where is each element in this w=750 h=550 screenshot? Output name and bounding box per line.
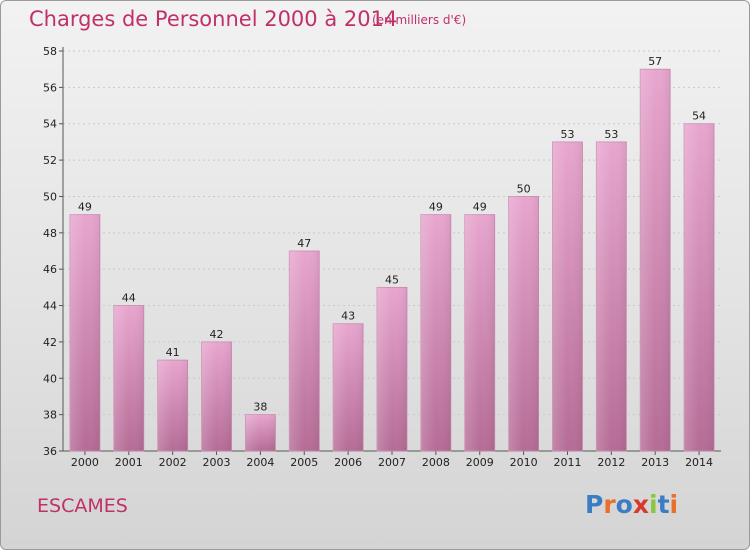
logo-letter: t	[657, 490, 670, 519]
x-tick-label: 2003	[203, 456, 231, 469]
place-name: ESCAMES	[37, 495, 128, 517]
x-tick-label: 2004	[246, 456, 274, 469]
bar-shine	[157, 360, 188, 451]
data-label: 50	[517, 182, 531, 195]
data-label: 47	[297, 237, 311, 250]
y-tick-label: 46	[43, 263, 57, 276]
y-tick-label: 36	[43, 445, 57, 458]
x-tick-label: 2006	[334, 456, 362, 469]
bar-shine	[201, 341, 232, 451]
x-tick-label: 2009	[466, 456, 494, 469]
x-tick-label: 2014	[685, 456, 713, 469]
bar-shine	[69, 214, 100, 451]
bar-shine	[552, 141, 583, 451]
logo-letter: i	[669, 490, 679, 519]
bars	[69, 68, 715, 452]
bar-shine	[245, 414, 276, 451]
logo-letter: P	[585, 490, 604, 519]
bar-shine	[640, 69, 671, 451]
x-tick-label: 2001	[115, 456, 143, 469]
data-label: 44	[122, 292, 136, 305]
x-tick-label: 2012	[597, 456, 625, 469]
bar-shine	[333, 323, 364, 451]
bar-shine	[508, 196, 539, 451]
x-tick-label: 2000	[71, 456, 99, 469]
bar-shine	[684, 123, 715, 452]
x-tick-label: 2013	[641, 456, 669, 469]
data-label: 41	[166, 346, 180, 359]
data-label: 42	[210, 328, 224, 341]
chart-subtitle: (en milliers d'€)	[372, 13, 467, 27]
y-tick-label: 52	[43, 154, 57, 167]
bar-shine	[113, 305, 144, 451]
bar-shine	[420, 214, 451, 451]
y-tick-label: 40	[43, 372, 57, 385]
y-tick-label: 44	[43, 300, 57, 313]
y-tick-label: 38	[43, 409, 57, 422]
data-label: 54	[692, 110, 706, 123]
data-label: 43	[341, 310, 355, 323]
data-label: 49	[429, 201, 443, 214]
y-tick-label: 54	[43, 118, 57, 131]
data-label: 49	[78, 201, 92, 214]
bar-shine	[596, 141, 627, 451]
x-tick-label: 2007	[378, 456, 406, 469]
x-tick-label: 2011	[553, 456, 581, 469]
proxiti-logo: Proxiti	[585, 490, 678, 519]
x-tick-label: 2005	[290, 456, 318, 469]
logo-letter: i	[649, 490, 658, 519]
x-tick-label: 2002	[159, 456, 187, 469]
bar-shine	[289, 251, 320, 451]
logo-letter: o	[615, 490, 633, 519]
y-tick-label: 58	[43, 45, 57, 58]
data-label: 53	[604, 128, 618, 141]
bar-shine	[377, 287, 407, 451]
y-tick-label: 42	[43, 336, 57, 349]
x-tick-label: 2008	[422, 456, 450, 469]
logo-letter: r	[603, 490, 616, 519]
data-label: 53	[560, 128, 574, 141]
bar-shine	[464, 214, 495, 451]
data-label: 57	[648, 55, 662, 68]
labels: 36 38 40 42 44 46 48 50 52 54 56 58 49 2000 44 2001 41 20…	[43, 45, 713, 469]
data-label: 49	[473, 201, 487, 214]
logo-letter: x	[632, 490, 649, 519]
x-tick-label: 2010	[510, 456, 538, 469]
data-label: 45	[385, 273, 399, 286]
y-tick-label: 56	[43, 81, 57, 94]
y-tick-label: 50	[43, 190, 57, 203]
y-tick-label: 48	[43, 227, 57, 240]
chart-title: Charges de Personnel 2000 à 2014	[29, 7, 398, 31]
data-label: 38	[253, 401, 267, 414]
